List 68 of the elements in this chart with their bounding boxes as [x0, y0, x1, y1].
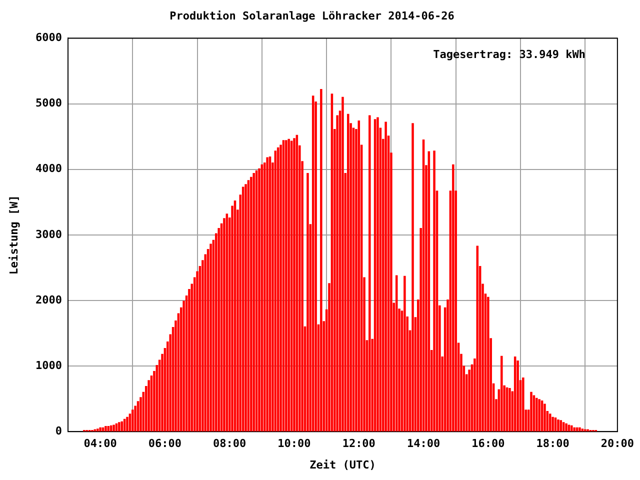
bar — [126, 416, 128, 432]
bar — [210, 244, 212, 432]
x-tick-label: 18:00 — [536, 437, 570, 450]
bar — [288, 138, 290, 432]
x-tick-label: 20:00 — [600, 437, 634, 450]
bar — [452, 164, 454, 432]
y-tick-label: 6000 — [36, 31, 62, 44]
bar — [552, 416, 554, 432]
y-tick-label: 5000 — [36, 96, 62, 110]
x-tick-label: 06:00 — [148, 437, 182, 450]
bar — [516, 360, 519, 432]
bar — [557, 419, 560, 432]
y-tick-label: 3000 — [36, 228, 62, 241]
x-tick-label: 10:00 — [278, 437, 311, 450]
bar — [562, 422, 565, 432]
bar — [99, 427, 102, 432]
bar — [244, 184, 247, 432]
x-tick-label: 04:00 — [84, 437, 117, 450]
bar — [96, 428, 99, 432]
bar — [293, 138, 296, 432]
bar — [285, 140, 288, 432]
chart-title: Produktion Solaranlage Löhracker 2014-06-26 — [170, 9, 455, 22]
bar — [320, 89, 322, 432]
bar — [132, 410, 134, 432]
bar — [487, 296, 490, 432]
bar — [433, 150, 436, 432]
bar — [266, 157, 268, 432]
bar — [538, 399, 540, 432]
bar — [252, 172, 255, 432]
bar — [560, 420, 562, 432]
y-tick-label: 4000 — [36, 162, 62, 176]
bar — [522, 378, 524, 432]
y-tick-label: 1000 — [36, 358, 62, 372]
bar — [536, 398, 538, 432]
bar — [118, 422, 120, 432]
x-tick-label: 14:00 — [406, 437, 440, 450]
bar — [544, 404, 546, 432]
x-tick-label: 12:00 — [342, 437, 376, 450]
bar — [570, 425, 573, 432]
x-tick-label: 08:00 — [213, 437, 246, 450]
annotation: Tagesertrag: 33.949 kWh — [433, 48, 586, 62]
bar — [573, 427, 576, 432]
bar — [384, 122, 387, 432]
bar — [306, 172, 309, 432]
x-axis-title: Zeit (UTC) — [310, 458, 376, 472]
bar — [578, 427, 581, 432]
y-axis-title: Leistung [W] — [7, 195, 20, 275]
bar — [120, 421, 124, 432]
bar — [412, 123, 414, 432]
bar — [104, 426, 107, 432]
bar — [568, 424, 570, 432]
bar — [376, 117, 379, 432]
bar — [250, 176, 252, 432]
bar — [581, 428, 584, 432]
bar — [530, 392, 532, 432]
y-tick-label: 2000 — [36, 293, 62, 306]
bar — [112, 424, 115, 432]
bar — [342, 96, 344, 432]
bar — [500, 356, 503, 432]
bar — [548, 414, 552, 432]
bar — [368, 115, 371, 432]
y-tick-label: 0 — [55, 424, 62, 438]
bar — [508, 388, 511, 432]
bar — [565, 423, 568, 432]
bar — [258, 168, 260, 432]
x-tick-label: 16:00 — [472, 437, 505, 450]
bar — [404, 276, 406, 432]
bar — [107, 426, 110, 432]
